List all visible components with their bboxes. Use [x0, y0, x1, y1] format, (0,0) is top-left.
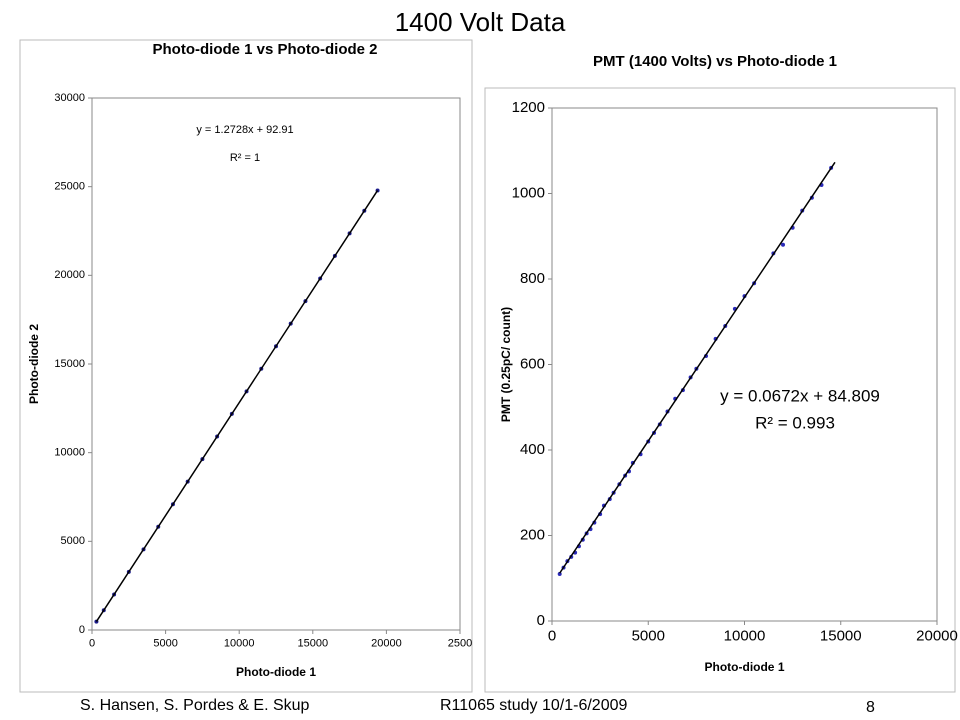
annotation: y = 1.2728x + 92.91 — [196, 124, 293, 136]
x-tick-label: 10000 — [224, 637, 255, 649]
chart-title: PMT (1400 Volts) vs Photo-diode 1 — [593, 53, 837, 70]
annotation: R² = 1 — [230, 152, 260, 164]
x-tick-label: 2500 — [448, 637, 472, 649]
y-axis-label: PMT (0.25pC/ count) — [499, 307, 513, 422]
y-tick-label: 20000 — [54, 269, 85, 281]
y-axis-label: Photo-diode 2 — [27, 324, 41, 404]
x-tick-label: 15000 — [298, 637, 329, 649]
x-tick-label: 20000 — [916, 627, 958, 644]
y-tick-label: 5000 — [61, 535, 85, 547]
annotation: R² = 0.993 — [755, 413, 835, 432]
y-tick-label: 10000 — [54, 447, 85, 459]
y-tick-label: 600 — [520, 355, 545, 372]
x-tick-label: 5000 — [632, 627, 665, 644]
y-tick-label: 0 — [537, 612, 545, 629]
point — [781, 242, 785, 247]
annotation: y = 0.0672x + 84.809 — [720, 386, 880, 405]
x-tick-label: 15000 — [820, 627, 862, 644]
x-tick-label: 5000 — [153, 637, 177, 649]
footer-authors: S. Hansen, S. Pordes & E. Skup — [80, 697, 310, 714]
y-tick-label: 25000 — [54, 181, 85, 193]
y-tick-label: 1000 — [512, 184, 545, 201]
trendline — [559, 161, 836, 574]
chart-frame — [484, 87, 956, 693]
y-tick-label: 15000 — [54, 358, 85, 370]
y-tick-label: 30000 — [54, 92, 85, 104]
page-number: 8 — [866, 699, 875, 716]
x-tick-label: 20000 — [371, 637, 402, 649]
x-tick-label: 0 — [89, 637, 95, 649]
x-axis-label: Photo-diode 1 — [705, 660, 785, 674]
point — [557, 571, 562, 576]
y-tick-label: 800 — [520, 270, 545, 287]
trendline — [95, 190, 379, 622]
x-axis-label: Photo-diode 1 — [236, 665, 316, 679]
chart-title: Photo-diode 1 vs Photo-diode 2 — [153, 41, 378, 58]
y-tick-label: 400 — [520, 441, 545, 458]
x-tick-label: 0 — [548, 627, 556, 644]
chart-frame — [19, 39, 473, 693]
slide-title: 1400 Volt Data — [395, 7, 566, 37]
y-tick-label: 200 — [520, 526, 545, 543]
y-tick-label: 1200 — [512, 99, 545, 116]
y-tick-label: 0 — [79, 624, 85, 636]
footer-study: R11065 study 10/1-6/2009 — [440, 697, 628, 714]
x-tick-label: 10000 — [724, 627, 766, 644]
